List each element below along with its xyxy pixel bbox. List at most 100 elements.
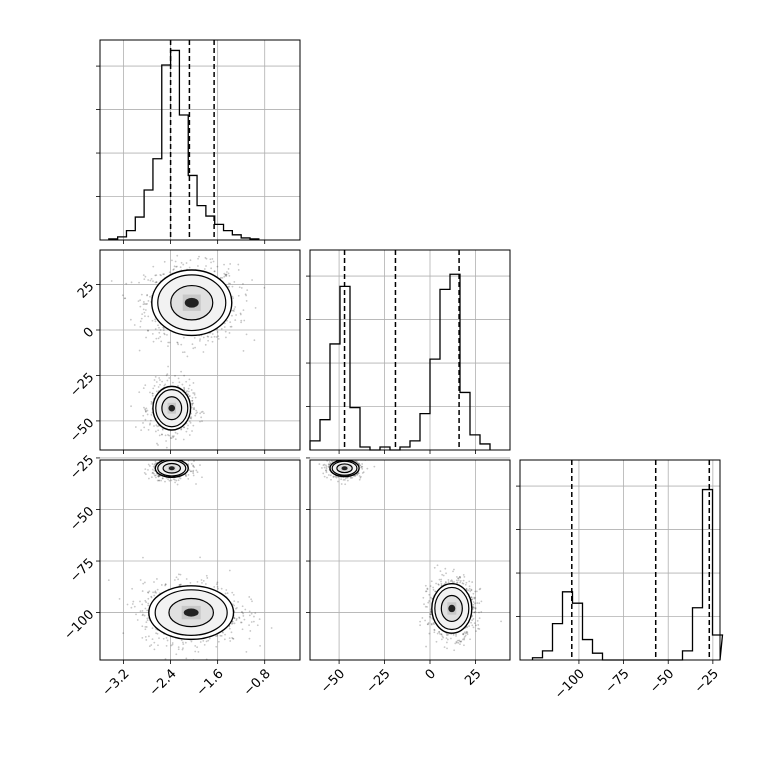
scatter-point: [122, 632, 125, 635]
scatter-point: [152, 591, 155, 594]
scatter-point: [237, 294, 240, 297]
scatter-point: [141, 614, 144, 617]
scatter-point: [196, 471, 199, 474]
scatter-point: [146, 619, 149, 622]
scatter-point: [366, 467, 369, 470]
scatter-point: [232, 637, 235, 640]
scatter-point: [196, 646, 199, 649]
scatter-point: [438, 630, 441, 633]
scatter-point: [480, 611, 483, 613]
scatter-point: [334, 454, 336, 456]
scatter-point: [167, 345, 169, 348]
scatter-point: [433, 623, 435, 625]
scatter-point: [176, 265, 178, 268]
scatter-point: [231, 591, 234, 594]
scatter-point: [253, 615, 255, 618]
scatter-point: [190, 640, 193, 643]
scatter-point: [248, 614, 251, 617]
scatter-point: [178, 381, 181, 384]
scatter-point: [203, 644, 206, 646]
scatter-point: [167, 478, 169, 481]
scatter-point: [373, 465, 376, 468]
scatter-point: [329, 462, 332, 465]
scatter-point: [461, 638, 464, 641]
scatter-point: [459, 640, 462, 643]
scatter-point: [166, 379, 169, 382]
scatter-point: [121, 294, 124, 297]
scatter-point: [189, 395, 191, 397]
scatter-point: [205, 257, 208, 260]
scatter-point: [131, 603, 134, 605]
scatter-point: [433, 629, 436, 632]
scatter-point: [342, 455, 344, 457]
scatter-point: [142, 613, 144, 616]
hist-bar: [350, 408, 360, 450]
scatter-point: [158, 479, 160, 482]
scatter-point: [470, 596, 473, 599]
hist-step-line: [108, 49, 260, 240]
scatter-point: [470, 621, 472, 624]
scatter-point: [225, 336, 227, 339]
scatter-point: [165, 440, 167, 442]
scatter-point: [248, 624, 250, 627]
scatter-point: [216, 585, 219, 588]
scatter-point: [238, 616, 240, 619]
scatter-point: [154, 430, 157, 433]
scatter-point: [434, 590, 437, 593]
x-tick-label: −25: [692, 666, 722, 696]
scatter-point: [429, 616, 432, 619]
scatter-point: [233, 622, 236, 625]
scatter-point: [476, 602, 479, 604]
scatter-point: [188, 395, 191, 398]
scatter-point: [234, 319, 237, 321]
scatter-point: [190, 462, 193, 465]
scatter-point: [183, 426, 185, 429]
scatter-point: [196, 580, 199, 583]
scatter-point: [210, 261, 212, 264]
scatter-point: [360, 466, 363, 469]
scatter-point: [204, 343, 207, 346]
scatter-point: [188, 378, 191, 381]
scatter-point: [118, 597, 121, 600]
scatter-point: [171, 381, 174, 384]
scatter-point: [223, 638, 226, 641]
scatter-point: [453, 649, 456, 652]
scatter-point: [223, 275, 226, 278]
scatter-point: [142, 387, 145, 390]
scatter-point: [205, 574, 208, 577]
scatter-point: [148, 477, 150, 480]
scatter-point: [140, 317, 143, 320]
scatter-point: [150, 476, 153, 479]
scatter-point: [163, 273, 165, 276]
scatter-point: [228, 627, 231, 630]
scatter-point: [189, 470, 192, 473]
scatter-point: [240, 611, 243, 613]
scatter-point: [180, 583, 182, 586]
scatter-point: [340, 483, 343, 485]
scatter-point: [226, 271, 228, 273]
scatter-point: [464, 632, 467, 635]
scatter-point: [147, 591, 149, 594]
scatter-point: [430, 622, 433, 625]
contour-level-1: [154, 589, 228, 636]
contour-level-1: [331, 460, 358, 476]
scatter-point: [126, 603, 129, 606]
scatter-point: [242, 282, 244, 285]
scatter-point: [361, 465, 364, 468]
x-tick-label: −1.6: [194, 666, 227, 699]
scatter-point: [328, 460, 331, 463]
scatter-point: [153, 594, 156, 597]
scatter-point: [142, 301, 145, 303]
scatter-point: [156, 578, 158, 580]
scatter-point: [151, 627, 154, 630]
scatter-point: [350, 477, 352, 480]
scatter-point: [184, 641, 187, 644]
scatter-point: [442, 636, 445, 639]
scatter-point: [432, 588, 435, 591]
scatter-point: [202, 351, 205, 353]
scatter-point: [241, 611, 244, 614]
y-tick-label: 0: [81, 325, 97, 341]
scatter-point: [468, 587, 471, 590]
scatter-point: [455, 641, 458, 644]
scatter-point: [154, 591, 156, 594]
